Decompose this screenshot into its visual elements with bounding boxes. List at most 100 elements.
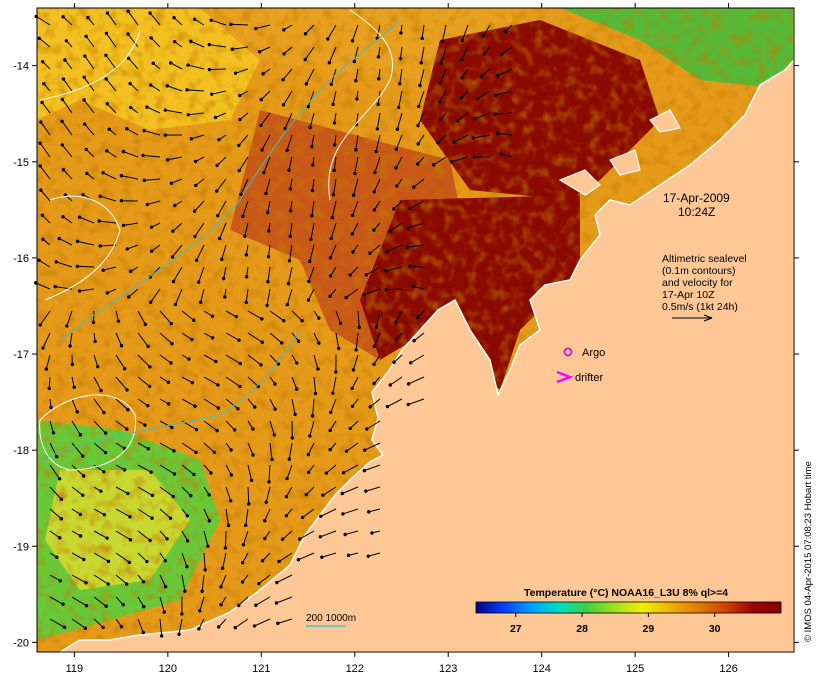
velocity-arrow <box>159 530 168 540</box>
velocity-arrow <box>308 288 315 301</box>
velocity-arrow-head <box>215 428 219 433</box>
velocity-arrow <box>311 200 315 216</box>
velocity-arrow <box>462 24 469 41</box>
lat-tick-label: -19 <box>13 541 29 553</box>
velocity-arrow-head <box>126 56 131 61</box>
velocity-arrow <box>221 244 227 260</box>
velocity-arrow-head <box>169 61 173 65</box>
velocity-arrow <box>333 156 337 171</box>
depth-legend-label: 200 1000m <box>306 613 356 624</box>
velocity-arrow-head <box>229 22 233 26</box>
velocity-arrow-head <box>332 121 337 125</box>
velocity-arrow-head <box>39 120 43 124</box>
velocity-arrow <box>309 420 315 437</box>
velocity-arrow-head <box>173 302 178 307</box>
velocity-arrow <box>93 530 108 539</box>
velocity-arrow <box>173 266 183 282</box>
velocity-arrow <box>413 178 425 188</box>
velocity-arrow <box>287 266 293 284</box>
velocity-arrow-head <box>126 408 130 412</box>
velocity-arrow <box>83 76 95 92</box>
velocity-arrow-head <box>171 229 175 233</box>
velocity-arrow <box>329 244 337 259</box>
velocity-arrow-head <box>338 321 343 325</box>
velocity-arrow-head <box>260 148 264 152</box>
velocity-arrow-head <box>412 185 416 189</box>
velocity-arrow <box>307 90 315 107</box>
velocity-arrow <box>217 200 227 216</box>
velocity-arrow-head <box>247 502 251 506</box>
velocity-arrow-head <box>192 17 197 21</box>
velocity-arrow <box>312 398 315 416</box>
velocity-arrow-head <box>438 100 442 104</box>
velocity-arrow-head <box>223 546 228 550</box>
velocity-arrow <box>355 332 359 350</box>
velocity-arrow-head <box>328 447 332 452</box>
velocity-arrow-head <box>372 208 377 212</box>
velocity-arrow-head <box>127 560 132 565</box>
colorbar-title: Temperature (°C) NOAA16_L3U 8% ql>=4 <box>524 587 728 599</box>
velocity-arrow <box>159 574 167 587</box>
velocity-arrow-head <box>237 603 241 608</box>
velocity-arrow <box>413 332 425 342</box>
velocity-arrow <box>102 172 117 180</box>
velocity-arrow <box>320 530 337 538</box>
velocity-arrow <box>59 238 73 246</box>
velocity-arrow <box>313 354 319 370</box>
velocity-arrow-head <box>169 321 174 326</box>
velocity-arrow <box>115 574 128 585</box>
velocity-arrow-head <box>420 36 424 41</box>
velocity-arrow-head <box>282 28 286 32</box>
velocity-arrow-head <box>364 273 369 277</box>
velocity-arrow-head <box>298 537 302 541</box>
velocity-arrow <box>93 442 106 453</box>
velocity-arrow <box>123 222 139 226</box>
velocity-arrow-head <box>105 149 109 153</box>
velocity-arrow <box>268 464 271 482</box>
velocity-arrow <box>147 200 161 206</box>
velocity-arrow-head <box>41 237 45 242</box>
velocity-arrow <box>198 266 205 283</box>
velocity-arrow-head <box>86 15 90 20</box>
velocity-arrow <box>35 282 51 290</box>
velocity-arrow-head <box>267 480 271 484</box>
velocity-arrow <box>420 46 425 63</box>
velocity-arrow <box>93 376 102 391</box>
velocity-arrow <box>269 420 275 436</box>
velocity-arrow-head <box>125 247 130 251</box>
velocity-arrow-head <box>212 450 217 455</box>
velocity-arrow-head <box>398 82 402 86</box>
velocity-arrow-head <box>472 117 477 121</box>
velocity-arrow-head <box>286 281 291 286</box>
velocity-arrow-head <box>59 517 64 521</box>
velocity-arrow-head <box>198 609 202 613</box>
velocity-arrow-head <box>172 39 177 44</box>
velocity-arrow-head <box>103 450 108 455</box>
velocity-arrow-head <box>192 209 197 213</box>
velocity-arrow-head <box>119 344 124 348</box>
velocity-arrow <box>386 244 403 253</box>
velocity-arrow-head <box>146 344 150 349</box>
velocity-arrow-head <box>206 544 210 548</box>
velocity-arrow <box>407 244 425 248</box>
velocity-arrow-head <box>440 39 445 44</box>
velocity-arrow-head <box>232 428 237 432</box>
velocity-arrow <box>306 486 315 495</box>
velocity-arrow-head <box>61 167 66 172</box>
velocity-arrow-head <box>265 303 269 308</box>
velocity-arrow-head <box>311 163 315 167</box>
velocity-arrow-head <box>362 292 366 297</box>
velocity-arrow <box>278 552 293 562</box>
velocity-arrow <box>225 486 232 501</box>
velocity-arrow-head <box>398 56 403 61</box>
velocity-arrow-head <box>252 624 257 628</box>
lon-tick-label: 123 <box>439 663 457 675</box>
velocity-arrow <box>198 618 205 630</box>
velocity-arrow <box>239 112 249 120</box>
velocity-arrow-head <box>355 97 359 101</box>
lat-tick-label: -15 <box>13 157 29 169</box>
velocity-arrow <box>353 46 359 62</box>
velocity-arrow-head <box>55 454 59 459</box>
velocity-arrow-head <box>341 512 345 516</box>
velocity-arrow-head <box>149 225 154 229</box>
